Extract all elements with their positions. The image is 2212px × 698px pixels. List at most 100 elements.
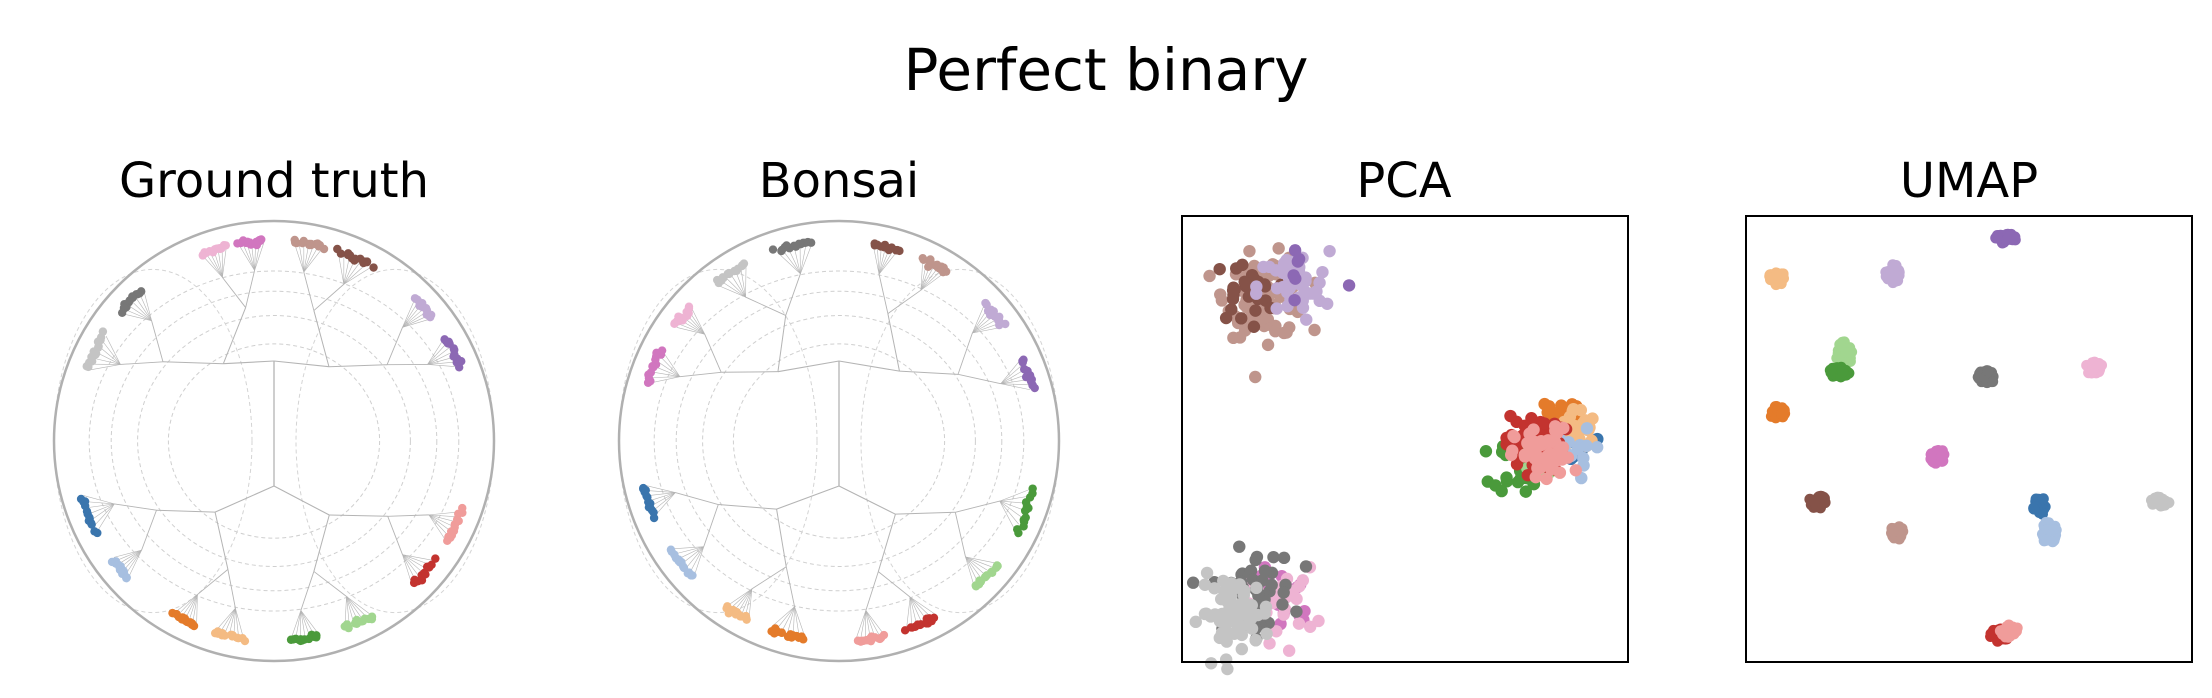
data-point <box>1296 301 1310 314</box>
geodesic-ring <box>110 290 438 592</box>
axes-frame <box>1181 215 1629 663</box>
data-point <box>1316 265 1329 279</box>
tree-edge <box>653 371 680 378</box>
tree-edge <box>174 594 198 613</box>
leaf-point <box>981 298 990 308</box>
data-point <box>1292 617 1306 630</box>
tree-edge <box>386 327 403 365</box>
leaf-cluster-red <box>409 554 440 588</box>
tree-edge <box>734 588 753 610</box>
tree-edge <box>887 313 900 372</box>
tree-edge <box>99 346 121 365</box>
data-point <box>1313 276 1326 289</box>
tree-edge <box>920 270 941 291</box>
data-point <box>1287 269 1300 282</box>
tree-edge <box>224 608 236 633</box>
data-point <box>1257 260 1270 274</box>
leaf-point <box>87 520 96 529</box>
tree-edge <box>128 550 142 577</box>
tree-edge <box>343 257 350 285</box>
tree-edge <box>427 364 458 368</box>
leaf-point <box>344 249 353 258</box>
leaf-point <box>871 240 881 250</box>
leaf-cluster-green <box>286 630 321 646</box>
tree-edge <box>239 245 255 271</box>
tree-edge <box>178 594 198 615</box>
tree-edge <box>909 596 931 617</box>
leaf-point <box>887 243 896 252</box>
tree-edge <box>655 492 676 516</box>
cluster-light-orange <box>1764 267 1789 291</box>
leaf-point <box>918 253 927 263</box>
leaf-point <box>220 631 230 640</box>
tree-edge <box>343 267 371 285</box>
tree-edge <box>243 245 255 271</box>
data-point <box>1527 438 1541 452</box>
tree-edge <box>655 366 681 377</box>
tree-edge <box>214 512 229 570</box>
tree-edge <box>94 503 115 526</box>
data-point <box>1276 266 1290 280</box>
tree-edge <box>141 510 157 551</box>
tree-edge <box>214 485 275 513</box>
tree-edge <box>118 549 142 565</box>
cluster-light-blue <box>2036 516 2062 548</box>
leaf-point <box>1019 365 1029 374</box>
tree-edge <box>659 356 681 377</box>
tree-edge <box>223 360 275 365</box>
leaf-cluster-brown <box>870 239 904 256</box>
tree-edge <box>1000 365 1023 384</box>
data-point <box>1272 242 1285 255</box>
tree-edge <box>92 503 115 520</box>
leaf-cluster-light-orange <box>210 627 250 646</box>
tree-edge <box>781 606 795 631</box>
tree-edge <box>965 556 986 575</box>
geodesic-ring <box>675 290 1003 592</box>
tree-edge <box>800 245 807 274</box>
cluster-light-red <box>1505 420 1583 486</box>
data-point <box>1260 627 1273 641</box>
data-point <box>1204 657 1218 670</box>
data-point <box>1495 484 1508 498</box>
tree-edge <box>123 549 142 571</box>
leaf-point <box>117 308 127 318</box>
data-point <box>1300 313 1313 326</box>
geodesic-arc <box>295 268 495 614</box>
tree-edge <box>662 350 681 377</box>
disk-boundary <box>617 219 1061 663</box>
tree-edge <box>85 501 115 505</box>
tree-edge <box>999 500 1025 511</box>
tree-edge <box>313 310 330 367</box>
tree-edge <box>427 357 454 365</box>
tree-edge <box>920 272 945 291</box>
tree-edge <box>402 318 431 328</box>
data-point <box>1261 338 1275 352</box>
panel-title-bonsai: Bonsai <box>759 153 919 209</box>
leaf-point <box>643 378 653 387</box>
data-point <box>1323 244 1336 258</box>
tree-edge <box>877 246 880 275</box>
cluster-light-brown <box>1886 521 1909 545</box>
tree-edge <box>679 371 722 378</box>
tree-edge <box>181 594 198 617</box>
tree-edge <box>906 597 911 628</box>
data-point <box>1249 633 1262 647</box>
leaf-cluster-gray <box>117 287 146 318</box>
data-point <box>1541 434 1555 447</box>
tree-edge <box>328 364 388 368</box>
tree-edge <box>427 347 450 365</box>
leaf-cluster-red <box>900 613 939 635</box>
tree-edge <box>132 302 152 321</box>
data-point <box>1234 597 1248 611</box>
tree-edge <box>188 594 198 621</box>
data-point <box>1518 448 1531 461</box>
tree-edge <box>105 335 121 365</box>
tree-edge <box>129 305 152 321</box>
data-point <box>1277 326 1291 340</box>
tree-edge <box>920 268 938 291</box>
leaf-point <box>296 636 305 646</box>
tree-edge <box>116 549 142 561</box>
leaf-point <box>93 528 102 538</box>
tree-edge <box>192 594 198 622</box>
tree-edge <box>402 300 415 328</box>
